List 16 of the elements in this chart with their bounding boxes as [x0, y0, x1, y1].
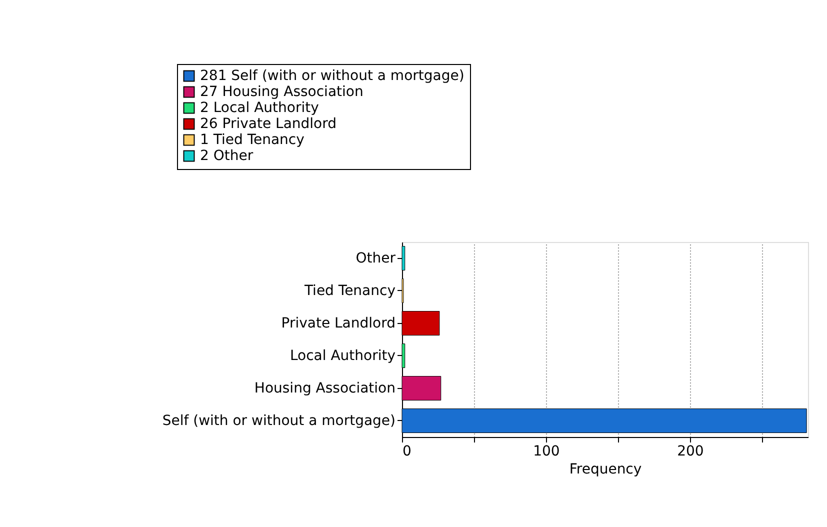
- y-tick-label: Housing Association: [254, 380, 396, 396]
- y-tick-label: Tied Tenancy: [303, 282, 396, 299]
- x-tick-label: 0: [402, 444, 412, 460]
- x-axis-title: Frequency: [569, 462, 642, 478]
- legend-label: 2 Local Authority: [200, 100, 319, 116]
- legend-label: 26 Private Landlord: [200, 116, 337, 132]
- legend-label: 27 Housing Association: [200, 84, 364, 100]
- y-tick-label: Private Landlord: [281, 315, 396, 332]
- y-tick-label: Local Authority: [290, 348, 396, 364]
- x-tick-label: 100: [533, 444, 560, 460]
- legend-label: 2 Other: [200, 148, 254, 164]
- legend-label: 1 Tied Tenancy: [200, 132, 304, 148]
- legend-label: 281 Self (with or without a mortgage): [200, 68, 464, 84]
- x-tick-label: 200: [677, 444, 704, 460]
- y-tick-label: Other: [356, 250, 396, 266]
- y-tick-label: Self (with or without a mortgage): [162, 412, 396, 429]
